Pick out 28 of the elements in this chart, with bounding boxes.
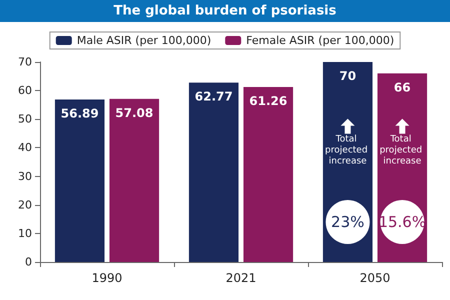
y-tick-label: 40 xyxy=(18,141,32,154)
y-tick-label: 60 xyxy=(18,84,32,98)
chart-title: The global burden of psoriasis xyxy=(114,4,337,18)
x-tick-label: 1990 xyxy=(92,271,122,285)
bar xyxy=(243,86,294,262)
annotation: Total projected increase xyxy=(380,134,425,167)
bar xyxy=(188,82,239,262)
bar xyxy=(54,99,105,262)
annotation: 15.6% xyxy=(378,213,426,231)
data-label: 56.89 xyxy=(60,106,99,120)
bar xyxy=(109,98,160,262)
data-label: 62.77 xyxy=(194,90,233,104)
annotation: 23% xyxy=(331,213,364,231)
y-tick-label: 50 xyxy=(18,112,32,126)
y-tick-label: 0 xyxy=(25,256,32,268)
y-tick-label: 10 xyxy=(18,226,32,240)
x-tick-label: 2050 xyxy=(360,271,390,285)
legend-label: Female ASIR (per 100,000) xyxy=(246,34,394,47)
x-tick-label: 2021 xyxy=(226,271,256,285)
y-tick-label: 70 xyxy=(18,56,32,68)
y-tick-label: 20 xyxy=(18,198,32,212)
data-label: 57.08 xyxy=(115,106,154,120)
annotation: Total projected increase xyxy=(325,134,370,167)
y-tick-label: 30 xyxy=(18,170,32,183)
data-label: 70 xyxy=(339,69,356,83)
legend-label: Male ASIR (per 100,000) xyxy=(76,34,212,47)
data-label: 61.26 xyxy=(249,94,288,108)
data-label: 66 xyxy=(394,80,411,94)
